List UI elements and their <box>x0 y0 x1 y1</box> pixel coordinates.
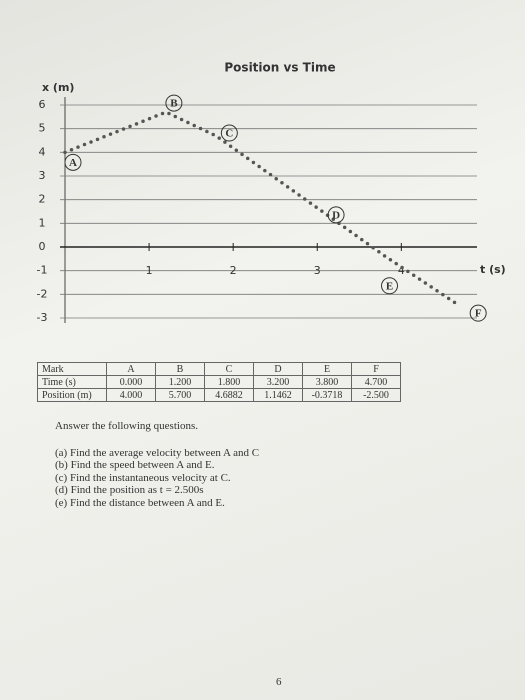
position-curve <box>63 110 462 308</box>
table-row: Position (m) 4.000 5.700 4.6882 1.1462 -0.371… <box>37 388 401 402</box>
point-label: E <box>386 280 393 292</box>
x-tick-label: 4 <box>398 264 405 277</box>
table-cell: 3.200 <box>253 375 303 389</box>
x-tick-label: 2 <box>230 264 237 277</box>
y-tick-label: 1 <box>39 216 46 229</box>
question: (e) Find the distance between A and E. <box>55 496 225 509</box>
table-row: Time (s) 0.000 1.200 1.800 3.200 3.800 4.700 <box>37 375 401 389</box>
point-label: C <box>225 128 233 140</box>
point-label-circle <box>381 277 399 295</box>
y-tick-label: -3 <box>37 311 48 324</box>
question: (c) Find the instantaneous velocity at C… <box>55 471 231 484</box>
data-table: Mark A B C D E F Time (s) 0.000 1.200 1.800 3.200 3.… <box>37 362 401 402</box>
point-label-circle <box>165 94 183 112</box>
table-row: Mark A B C D E F <box>37 362 401 376</box>
table-header-cell: B <box>155 362 205 376</box>
x-tick-label: 3 <box>314 264 321 277</box>
y-tick-label: 6 <box>39 98 46 111</box>
x-tick-label: 1 <box>146 264 153 277</box>
table-cell: 1.200 <box>155 375 205 389</box>
y-tick-label: 4 <box>39 145 46 158</box>
table-cell: Time (s) <box>37 375 107 389</box>
y-tick-label: 2 <box>39 193 46 206</box>
y-tick-label: 0 <box>39 240 46 253</box>
chart: Position vs Time x (m) t (s) -3 -2 -1 0 1 2 3 4… <box>37 61 506 325</box>
table-header-cell: F <box>351 362 401 376</box>
point-label-circle <box>220 124 238 142</box>
point-label-circle <box>64 153 82 171</box>
instructions: Answer the following questions. <box>55 420 198 432</box>
question: (b) Find the speed between A and E. <box>55 459 215 471</box>
table-cell: -0.3718 <box>302 388 352 402</box>
table-cell: 5.700 <box>155 388 205 402</box>
y-tick-label: 3 <box>39 169 46 182</box>
table-header-cell: C <box>204 362 254 376</box>
table-header-cell: E <box>302 362 352 376</box>
x-axis-label: t (s) <box>480 263 506 276</box>
chart-title: Position vs Time <box>224 61 335 75</box>
table-header-cell: D <box>253 362 303 376</box>
table-cell: -2.500 <box>351 388 401 402</box>
table-cell: 4.000 <box>106 388 156 402</box>
y-tick-label: -2 <box>37 287 48 300</box>
table-header-cell: Mark <box>37 362 107 376</box>
point-label: B <box>170 98 178 110</box>
question: (a) Find the average velocity between A … <box>55 446 260 459</box>
point-label-circle <box>327 206 345 224</box>
table-cell: 1.1462 <box>253 388 303 402</box>
point-label: D <box>332 209 340 221</box>
y-tick-label: -1 <box>37 264 48 277</box>
y-axis-label: x (m) <box>42 81 74 94</box>
table-cell: Position (m) <box>37 388 107 402</box>
table-cell: 1.800 <box>204 375 254 389</box>
point-label: A <box>69 157 77 169</box>
point-label: F <box>475 308 482 320</box>
table-header-cell: A <box>106 362 156 376</box>
table-cell: 3.800 <box>302 375 352 389</box>
table-cell: 4.6882 <box>204 388 254 402</box>
table-cell: 0.000 <box>106 375 156 389</box>
question: (d) Find the position as t = 2.500s <box>55 484 204 496</box>
point-label-circle <box>469 304 487 322</box>
questions: Answer the following questions. (a) Find… <box>55 420 259 509</box>
y-tick-label: 5 <box>39 122 46 135</box>
page-number: 6 <box>276 676 282 688</box>
table-cell: 4.700 <box>351 375 401 389</box>
